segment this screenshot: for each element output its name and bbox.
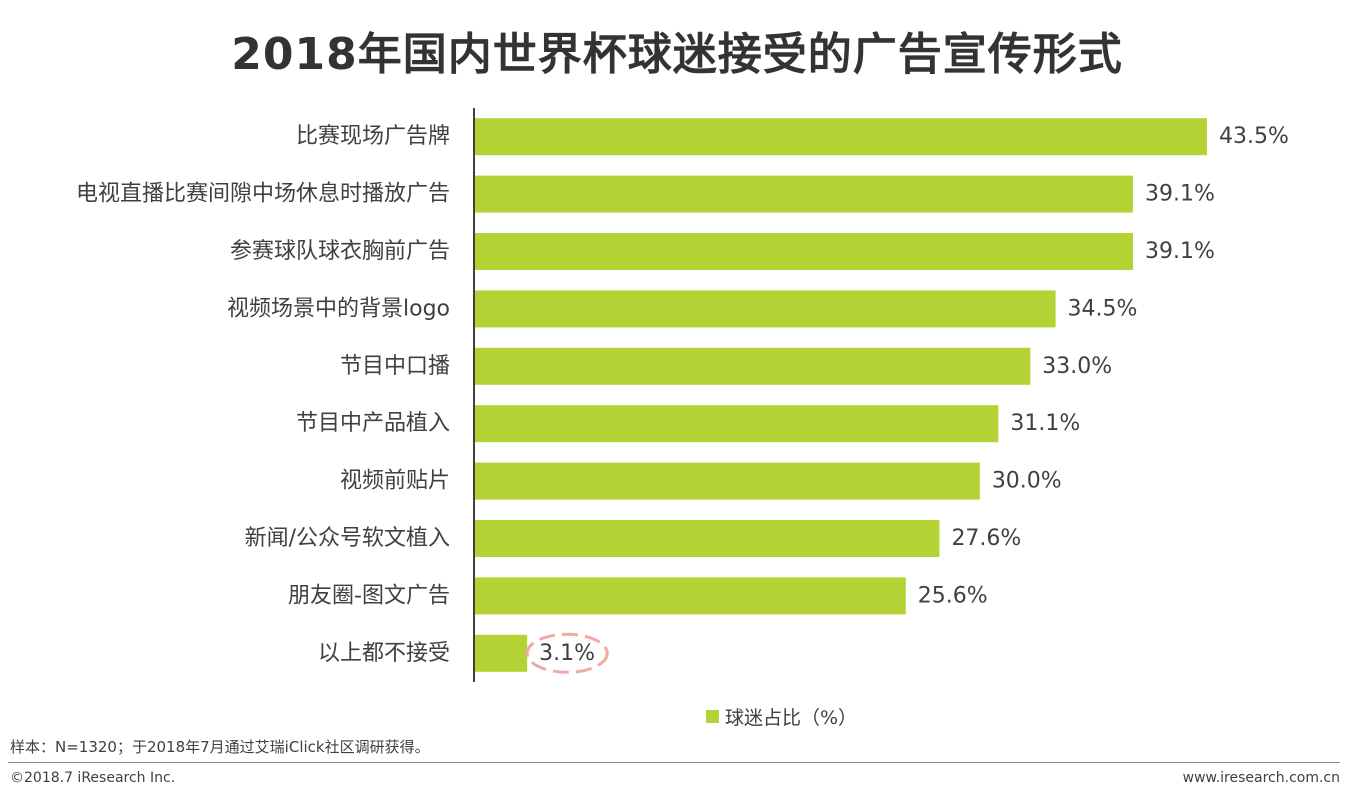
bar xyxy=(475,118,1207,156)
category-label: 视频场景中的背景logo xyxy=(227,296,450,321)
category-label: 节目中产品植入 xyxy=(296,411,450,436)
data-label: 3.1% xyxy=(539,641,595,666)
data-label: 39.1% xyxy=(1145,239,1215,264)
data-label: 31.1% xyxy=(1010,411,1080,436)
category-label: 以上都不接受 xyxy=(318,641,450,666)
bar xyxy=(475,290,1056,328)
category-label: 参赛球队球衣胸前广告 xyxy=(230,239,450,264)
bar xyxy=(475,634,528,672)
footnote: 样本：N=1320；于2018年7月通过艾瑞iClick社区调研获得。 xyxy=(10,738,430,756)
data-label: 43.5% xyxy=(1219,124,1289,149)
data-label: 33.0% xyxy=(1042,354,1112,379)
category-label: 朋友圈-图文广告 xyxy=(288,583,450,608)
copyright: ©2018.7 iResearch Inc. xyxy=(10,770,176,786)
legend-label: 球迷占比（%） xyxy=(725,707,858,729)
category-label: 视频前贴片 xyxy=(340,469,450,494)
legend: 球迷占比（%） xyxy=(706,703,857,730)
bar xyxy=(475,175,1133,213)
category-label: 新闻/公众号软文植入 xyxy=(245,526,450,551)
bar xyxy=(475,577,906,615)
bar xyxy=(475,233,1133,270)
data-label: 25.6% xyxy=(918,583,988,608)
data-label: 34.5% xyxy=(1068,296,1138,321)
highlight-circle xyxy=(525,632,609,674)
bars-group: 比赛现场广告牌 43.5% 电视直播比赛间隙中场休息时播放广告 39.1% 参赛球队球衣… xyxy=(76,118,1289,674)
category-label: 电视直播比赛间隙中场休息时播放广告 xyxy=(76,182,450,207)
data-label: 27.6% xyxy=(951,526,1021,551)
chart-title: 2018年国内世界杯球迷接受的广告宣传形式 xyxy=(231,29,1123,80)
data-label: 39.1% xyxy=(1145,182,1215,207)
bar xyxy=(475,462,980,500)
data-label: 30.0% xyxy=(992,469,1062,494)
category-label: 节目中口播 xyxy=(340,354,450,379)
website: www.iresearch.com.cn xyxy=(1182,770,1340,786)
legend-swatch xyxy=(706,710,719,723)
footer-divider xyxy=(8,762,1340,763)
bar xyxy=(475,520,940,557)
bar xyxy=(475,405,999,443)
category-label: 比赛现场广告牌 xyxy=(296,124,450,149)
bar xyxy=(475,347,1031,385)
